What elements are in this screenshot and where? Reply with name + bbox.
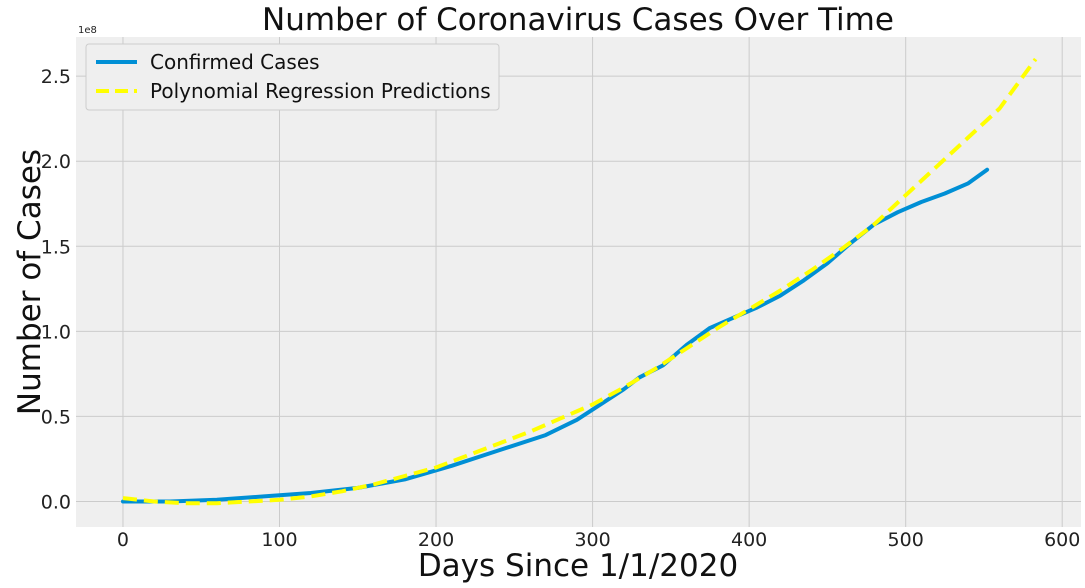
x-tick-labels: 0 100 200 300 400 500 600 — [117, 529, 1080, 551]
y-offset-label: 1e8 — [78, 25, 97, 36]
x-tick-label: 300 — [574, 529, 610, 551]
y-tick-label: 2.5 — [41, 66, 71, 88]
grid-lines — [76, 37, 1081, 527]
x-tick-label: 100 — [261, 529, 297, 551]
y-tick-label: 1.5 — [41, 236, 71, 258]
x-tick-label: 0 — [117, 529, 129, 551]
y-tick-label: 2.0 — [41, 151, 71, 173]
y-axis-label: Number of Cases — [12, 149, 48, 415]
legend-box — [85, 43, 500, 111]
legend-label-regression: Polynomial Regression Predictions — [150, 79, 491, 103]
y-tick-label: 0.5 — [41, 406, 71, 428]
plot-background — [76, 37, 1081, 527]
y-tick-label: 0.0 — [41, 491, 71, 513]
series-group — [121, 57, 1038, 506]
y-tick-labels: 0.0 0.5 1.0 1.5 2.0 2.5 — [41, 66, 71, 513]
series-line-regression-predictions — [122, 57, 1038, 506]
chart-title: Number of Coronavirus Cases Over Time — [262, 2, 894, 38]
x-tick-label: 400 — [731, 529, 767, 551]
x-tick-label: 500 — [888, 529, 924, 551]
legend-label-confirmed: Confirmed Cases — [150, 50, 320, 74]
x-tick-label: 200 — [418, 529, 454, 551]
legend: Confirmed Cases Polynomial Regression Pr… — [85, 43, 500, 111]
x-tick-label: 600 — [1044, 529, 1080, 551]
x-axis-label: Days Since 1/1/2020 — [418, 548, 738, 584]
y-tick-label: 1.0 — [41, 321, 71, 343]
